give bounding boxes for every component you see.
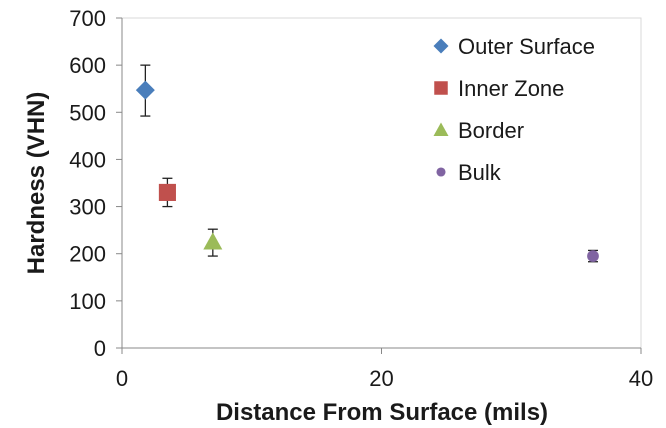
axes — [116, 17, 642, 354]
legend-label: Border — [458, 118, 524, 143]
y-tick-label: 300 — [69, 195, 106, 220]
y-tick-label: 200 — [69, 242, 106, 267]
legend-label: Bulk — [458, 160, 502, 185]
y-tick-label: 500 — [69, 100, 106, 125]
x-tick-label: 40 — [629, 366, 653, 391]
legend-label: Outer Surface — [458, 34, 595, 59]
legend-label: Inner Zone — [458, 76, 564, 101]
legend-marker — [433, 122, 449, 136]
x-tick-label: 20 — [369, 366, 393, 391]
legend-marker — [436, 167, 446, 177]
tick-labels: 0 100 200 300 400 500 600 700 0 20 40 — [69, 6, 653, 391]
y-tick-label: 0 — [94, 336, 106, 361]
y-tick-label: 400 — [69, 147, 106, 172]
data-point — [203, 232, 223, 250]
y-tick-label: 100 — [69, 289, 106, 314]
legend-marker — [434, 81, 448, 95]
data-marks — [135, 64, 599, 263]
y-tick-label: 700 — [69, 6, 106, 31]
y-tick-label: 600 — [69, 53, 106, 78]
x-tick-label: 0 — [116, 366, 128, 391]
data-point — [158, 183, 176, 201]
y-axis-title: Hardness (VHN) — [23, 92, 50, 275]
legend: Outer Surface Inner Zone Border Bulk — [433, 34, 595, 185]
data-point — [587, 250, 599, 262]
plot-area — [121, 17, 642, 349]
legend-marker — [433, 38, 449, 54]
x-axis-title: Distance From Surface (mils) — [216, 399, 548, 426]
data-point — [135, 80, 155, 100]
